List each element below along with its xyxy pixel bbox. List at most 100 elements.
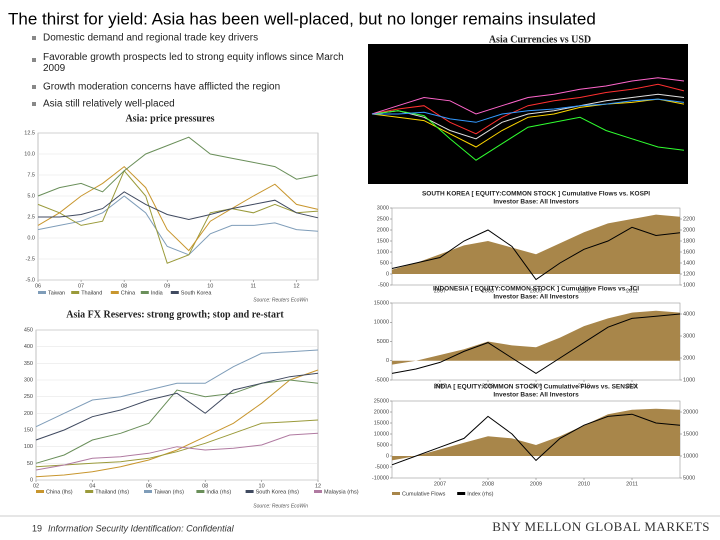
x-tick-label: 06 bbox=[146, 483, 152, 489]
y-tick-label: 20000 bbox=[374, 409, 389, 415]
y-tick-label: 1500 bbox=[377, 238, 389, 244]
y-tick-label: -500 bbox=[378, 282, 389, 288]
bullet-text-box: Favorable growth prospects led to strong… bbox=[43, 52, 344, 74]
y-tick-label: 15000 bbox=[374, 300, 389, 306]
legend-swatch bbox=[140, 291, 149, 294]
y-tick-label: 300 bbox=[24, 377, 33, 383]
y2-tick-label: 15000 bbox=[683, 431, 698, 437]
legend-swatch bbox=[314, 490, 322, 493]
y-tick-label: -5000 bbox=[375, 464, 389, 470]
line bbox=[35, 372, 319, 441]
line bbox=[35, 369, 319, 478]
y-tick-label: 400 bbox=[24, 344, 33, 350]
legend-label: Cumulative Flows bbox=[402, 491, 446, 497]
legend-swatch bbox=[144, 490, 152, 493]
legend-swatch bbox=[196, 490, 205, 493]
slide-title: The thirst for yield: Asia has been well… bbox=[8, 9, 596, 28]
legend-swatch bbox=[71, 291, 80, 294]
y-tick-label: 5000 bbox=[377, 339, 389, 345]
bullet-list: Domestic demand and regional trade key d… bbox=[32, 33, 344, 110]
x-tick-label: 2011 bbox=[626, 383, 638, 389]
bullet-text: Asia still relatively well-placed bbox=[43, 99, 175, 110]
bullet bbox=[32, 58, 36, 62]
chart-title: Asia: price pressures bbox=[125, 113, 214, 124]
x-tick-label: 2007 bbox=[434, 288, 446, 294]
y2-tick-label: 1000 bbox=[683, 282, 695, 288]
y-tick-label: 350 bbox=[24, 361, 33, 367]
line bbox=[371, 98, 685, 148]
x-tick-label: 2011 bbox=[626, 481, 638, 487]
chart-source: Source: Reuters EcoWin bbox=[253, 503, 308, 509]
legend-label: India (rhs) bbox=[206, 489, 231, 495]
line bbox=[372, 98, 685, 123]
line bbox=[371, 83, 685, 135]
line bbox=[35, 379, 319, 464]
y-tick-label: 500 bbox=[380, 260, 389, 266]
y-tick-label: -10000 bbox=[372, 475, 389, 481]
bullet-text: Favorable growth prospects led to strong… bbox=[43, 52, 344, 74]
x-tick-label: 2010 bbox=[578, 481, 590, 487]
chart-title: SOUTH KOREA [ EQUITY:COMMON STOCK ] Cumu… bbox=[422, 191, 650, 198]
bullet-text: Growth moderation concerns have afflicte… bbox=[43, 82, 280, 93]
chart-source: Source: Reuters EcoWin bbox=[253, 297, 308, 303]
y-tick-label: 5000 bbox=[377, 442, 389, 448]
page-number: 19 bbox=[32, 523, 42, 533]
line bbox=[35, 349, 319, 428]
x-tick-label: 2008 bbox=[482, 481, 494, 487]
legend-swatch bbox=[110, 291, 119, 294]
y2-tick-label: 1000 bbox=[683, 377, 695, 383]
legend-swatch bbox=[392, 492, 400, 495]
chart-title: Asia FX Reserves: strong growth; stop an… bbox=[66, 309, 284, 320]
line bbox=[371, 93, 685, 140]
x-tick-label: 2007 bbox=[434, 383, 446, 389]
chart-title: INDONESIA [ EQUITY:COMMON STOCK ] Cumula… bbox=[433, 286, 639, 293]
legend-label: China bbox=[121, 290, 136, 296]
y-tick-label: 0.0 bbox=[27, 235, 35, 241]
y-tick-label: 1000 bbox=[377, 249, 389, 255]
y2-tick-label: 2000 bbox=[683, 227, 695, 233]
legend-label: China (lhs) bbox=[46, 489, 73, 495]
confidentiality-note: Information Security Identification: Con… bbox=[48, 523, 235, 533]
x-tick-label: 08 bbox=[202, 483, 208, 489]
bullet-text: Domestic demand and regional trade key d… bbox=[43, 33, 258, 44]
bullet bbox=[32, 85, 36, 89]
y-tick-label: 2500 bbox=[377, 216, 389, 222]
y-tick-label: 25000 bbox=[374, 398, 389, 404]
x-tick-label: 2009 bbox=[530, 481, 542, 487]
y2-tick-label: 3000 bbox=[683, 333, 695, 339]
y2-tick-label: 20000 bbox=[683, 409, 698, 415]
x-tick-label: 07 bbox=[78, 283, 84, 289]
y2-tick-label: 2000 bbox=[683, 355, 695, 361]
line bbox=[37, 136, 319, 197]
y-tick-label: 100 bbox=[24, 444, 33, 450]
y-tick-label: 2000 bbox=[377, 227, 389, 233]
y2-tick-label: 5000 bbox=[683, 475, 695, 481]
y2-tick-label: 1800 bbox=[683, 238, 695, 244]
chart-title: INDIA [ EQUITY:COMMON STOCK ] Cumulative… bbox=[434, 384, 639, 391]
x-tick-label: 2010 bbox=[578, 288, 590, 294]
legend-label: South Korea (rhs) bbox=[256, 489, 300, 495]
bullet bbox=[32, 102, 36, 106]
y2-tick-label: 4000 bbox=[683, 311, 695, 317]
chart-title: Asia Currencies vs USD bbox=[489, 34, 591, 45]
line bbox=[38, 191, 319, 221]
x-tick-label: 2010 bbox=[578, 383, 590, 389]
y-tick-label: -5000 bbox=[375, 377, 389, 383]
line bbox=[37, 169, 319, 264]
x-tick-label: 08 bbox=[121, 283, 127, 289]
x-tick-label: 12 bbox=[315, 483, 321, 489]
legend-swatch bbox=[85, 490, 94, 493]
x-tick-label: 2009 bbox=[530, 288, 542, 294]
line bbox=[391, 413, 681, 466]
chart-subtitle: Investor Base: All Investors bbox=[493, 392, 579, 399]
y-tick-label: 0 bbox=[30, 477, 33, 483]
brand: BNY MELLON GLOBAL MARKETS bbox=[492, 519, 710, 534]
y-tick-label: 450 bbox=[24, 327, 33, 333]
x-tick-label: 10 bbox=[259, 483, 265, 489]
y-tick-label: 10000 bbox=[374, 320, 389, 326]
y-tick-label: 12.5 bbox=[24, 130, 35, 136]
x-tick-label: 10 bbox=[207, 283, 213, 289]
y-tick-label: 0 bbox=[386, 271, 389, 277]
x-tick-label: 12 bbox=[293, 283, 299, 289]
y-tick-label: 50 bbox=[27, 461, 33, 467]
